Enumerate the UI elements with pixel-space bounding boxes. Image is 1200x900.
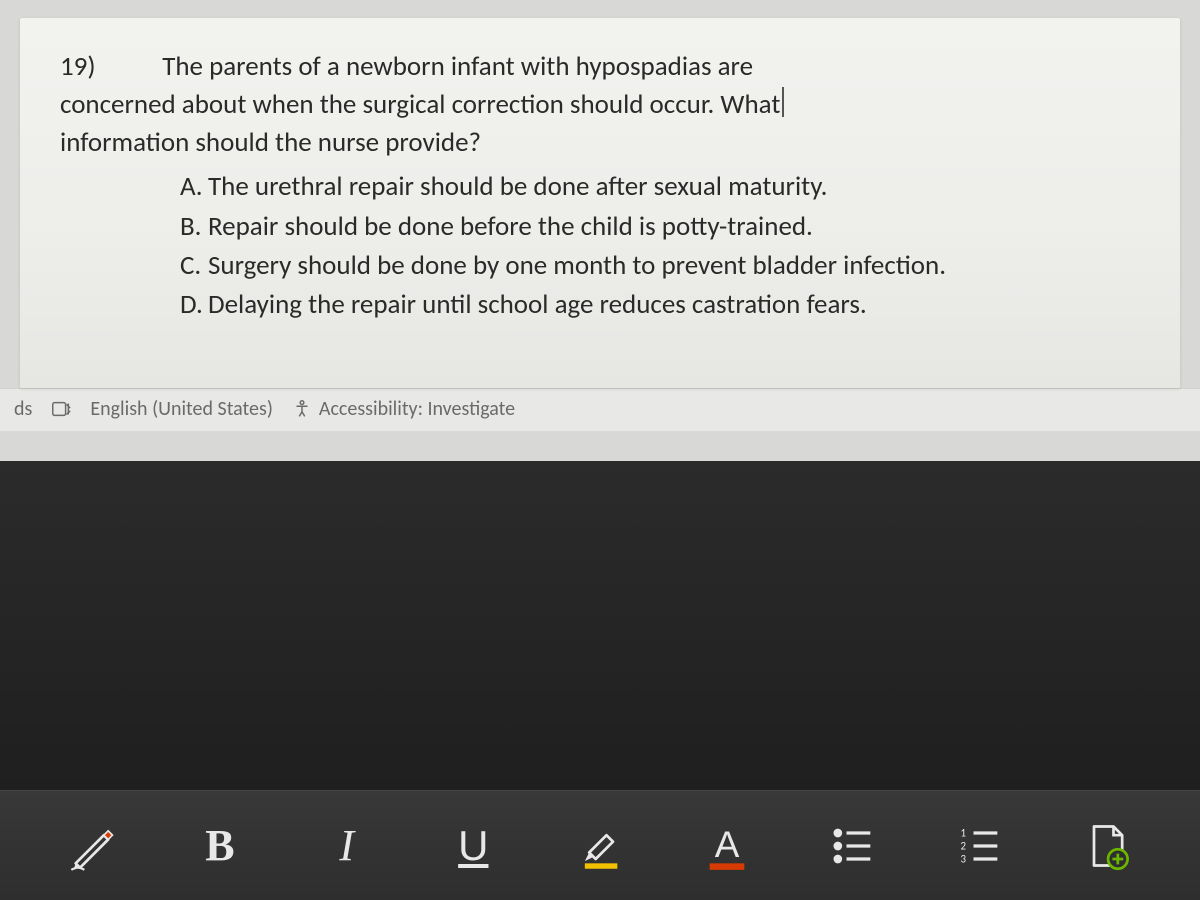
formatting-toolbar: B I U A 1 2 3 <box>0 790 1200 900</box>
italic-button[interactable]: I <box>302 806 392 886</box>
option-a[interactable]: A. The urethral repair should be done af… <box>180 167 1140 206</box>
svg-text:2: 2 <box>960 839 966 852</box>
highlighter-icon <box>574 820 626 872</box>
option-text: Repair should be done before the child i… <box>208 207 1140 246</box>
text-prediction-button[interactable] <box>50 398 72 420</box>
numbering-icon: 1 2 3 <box>954 820 1006 872</box>
answer-options: A. The urethral repair should be done af… <box>60 167 1140 324</box>
svg-text:1: 1 <box>960 826 966 839</box>
document-area: 19) The parents of a newborn infant with… <box>0 0 1200 461</box>
question-stem-line2: concerned about when the surgical correc… <box>60 88 780 121</box>
insert-page-icon <box>1081 820 1133 872</box>
option-c[interactable]: C. Surgery should be done by one month t… <box>180 246 1140 285</box>
option-letter: C. <box>180 246 208 285</box>
bullets-icon <box>827 820 879 872</box>
underline-icon: U <box>458 822 488 870</box>
option-letter: A. <box>180 167 208 206</box>
underline-button[interactable]: U <box>428 806 518 886</box>
question-stem-line1: The parents of a newborn infant with hyp… <box>162 50 753 83</box>
option-text: Delaying the repair until school age red… <box>208 285 1140 324</box>
status-bar: ds English (United States) Access <box>0 388 1200 431</box>
svg-text:3: 3 <box>960 852 966 865</box>
numbered-list-button[interactable]: 1 2 3 <box>935 806 1025 886</box>
language-button[interactable]: English (United States) <box>90 397 273 421</box>
option-letter: B. <box>180 207 208 246</box>
option-text: Surgery should be done by one month to p… <box>208 246 1140 285</box>
insert-button[interactable] <box>1062 806 1152 886</box>
app-background <box>0 461 1200 790</box>
bold-icon: B <box>205 820 234 871</box>
accessibility-label: Accessibility: Investigate <box>319 397 515 421</box>
question-stem-line3: information should the nurse provide? <box>60 126 481 159</box>
font-color-button[interactable]: A <box>682 806 772 886</box>
document-page[interactable]: 19) The parents of a newborn infant with… <box>20 18 1180 388</box>
question-block[interactable]: 19) The parents of a newborn infant with… <box>60 48 1140 161</box>
accessibility-button[interactable]: Accessibility: Investigate <box>291 397 515 421</box>
accessibility-icon <box>291 398 313 420</box>
text-prediction-icon <box>50 398 72 420</box>
status-fragment: ds <box>14 397 32 421</box>
highlight-button[interactable] <box>555 806 645 886</box>
bulleted-list-button[interactable] <box>808 806 898 886</box>
pen-icon <box>67 820 119 872</box>
option-b[interactable]: B. Repair should be done before the chil… <box>180 207 1140 246</box>
draw-pen-button[interactable] <box>48 806 138 886</box>
text-cursor <box>782 87 784 117</box>
question-number: 19) <box>60 50 126 83</box>
option-text: The urethral repair should be done after… <box>208 167 1140 206</box>
font-color-icon: A <box>701 820 753 872</box>
bold-button[interactable]: B <box>175 806 265 886</box>
font-color-letter: A <box>714 823 739 864</box>
language-label: English (United States) <box>90 397 273 421</box>
option-d[interactable]: D. Delaying the repair until school age … <box>180 285 1140 324</box>
option-letter: D. <box>180 285 208 324</box>
italic-icon: I <box>339 820 354 871</box>
